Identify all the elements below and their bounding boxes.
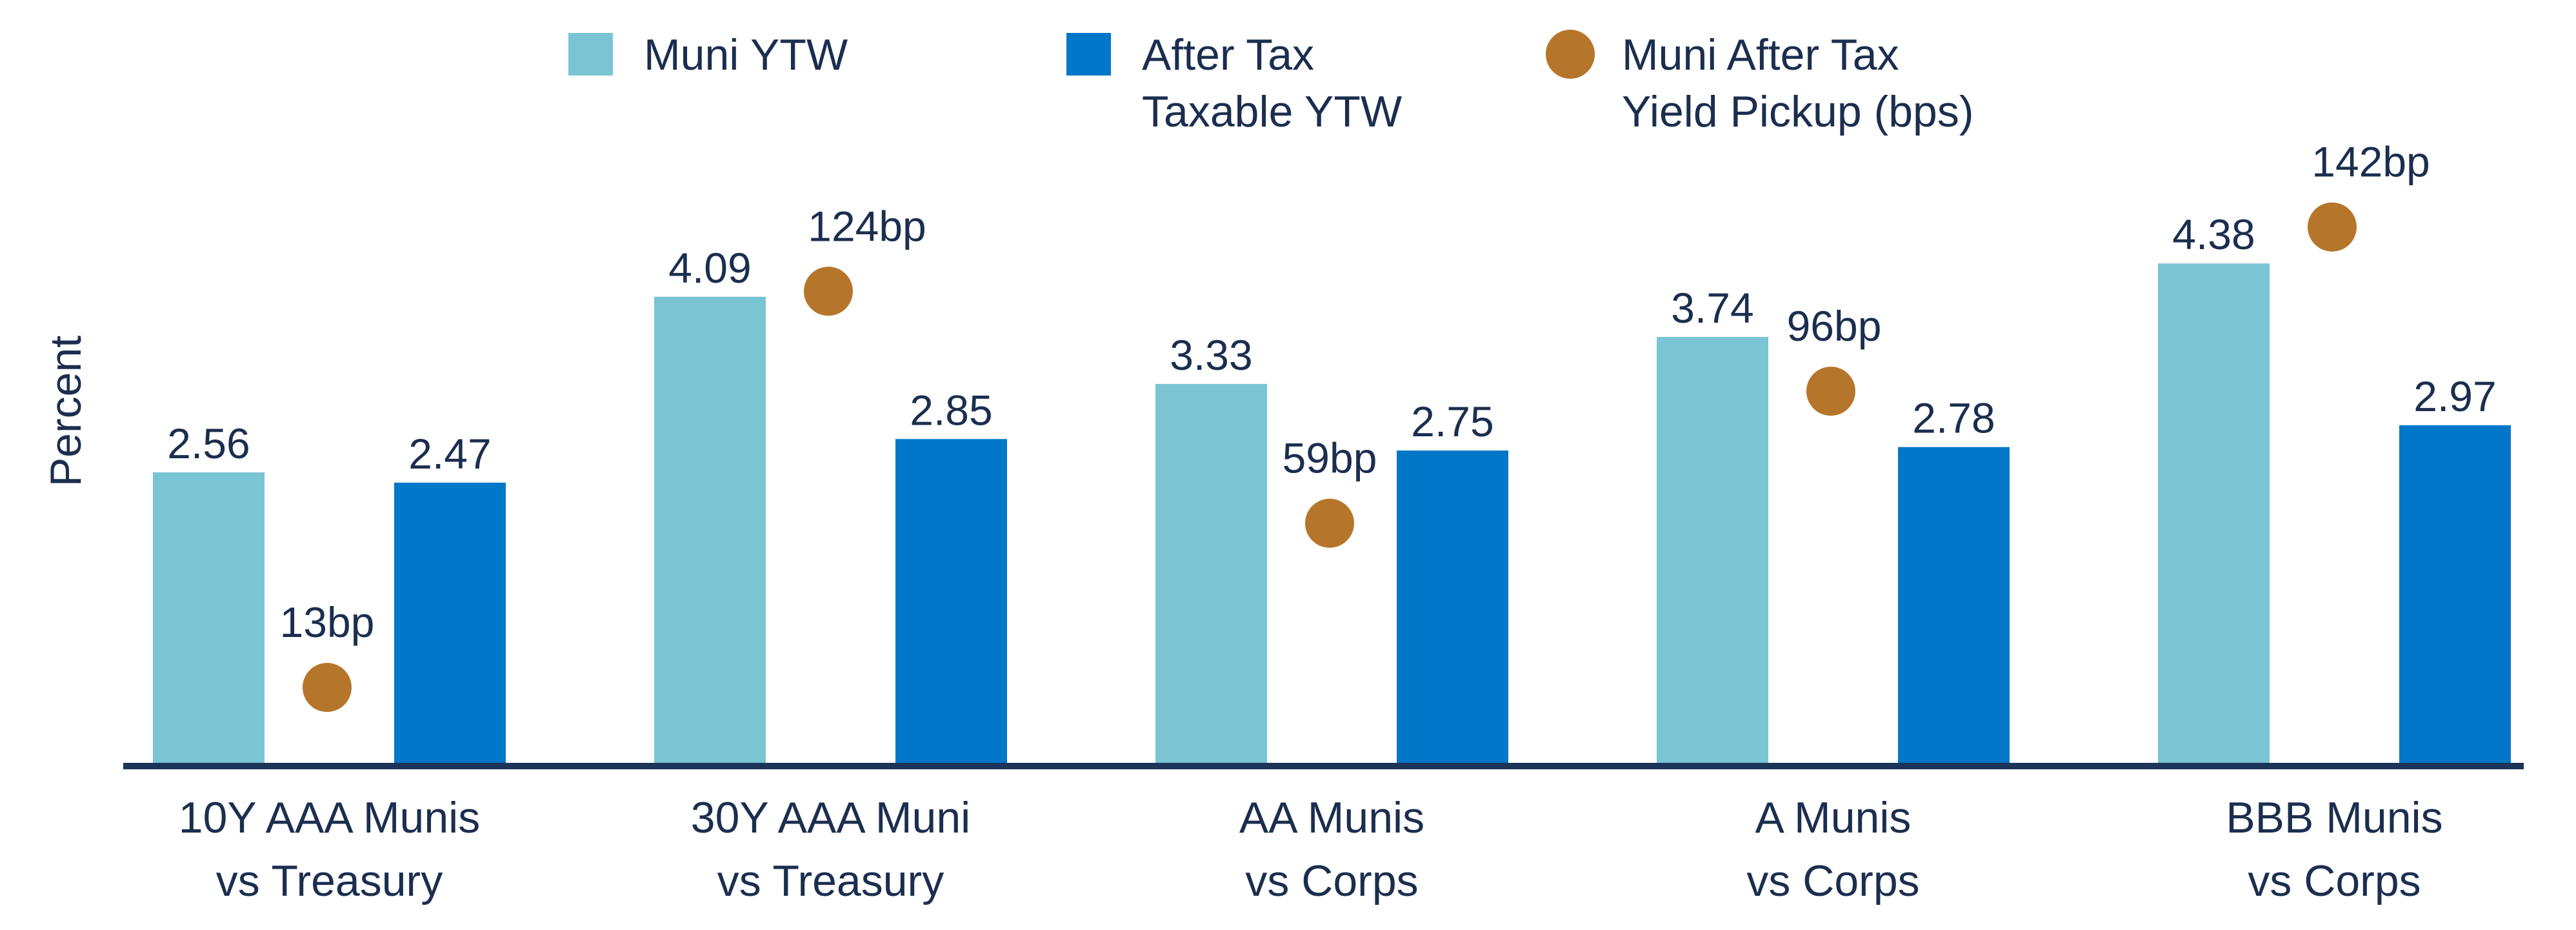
data-label-after-tax: 2.85 bbox=[910, 386, 992, 434]
data-label-muni-ytw: 3.74 bbox=[1671, 284, 1753, 332]
data-label-yield-pickup: 124bp bbox=[808, 202, 926, 250]
data-label-after-tax: 2.47 bbox=[408, 430, 491, 478]
x-axis-line bbox=[123, 763, 2524, 769]
bar-after-tax-taxable-ytw bbox=[895, 439, 1007, 766]
data-label-muni-ytw: 2.56 bbox=[167, 420, 250, 467]
data-label-yield-pickup: 59bp bbox=[1283, 434, 1377, 482]
x-tick-label: 30Y AAA Muni bbox=[691, 793, 971, 842]
bar-muni-ytw bbox=[1657, 337, 1768, 766]
data-label-yield-pickup: 96bp bbox=[1787, 302, 1882, 350]
data-label-after-tax: 2.75 bbox=[1411, 398, 1493, 445]
x-tick-label: A Munis bbox=[1755, 793, 1912, 842]
legend-swatch-pickup bbox=[1546, 30, 1595, 79]
data-label-after-tax: 2.97 bbox=[2413, 372, 2496, 420]
data-label-yield-pickup: 142bp bbox=[2311, 138, 2430, 186]
dot-yield-pickup bbox=[1305, 498, 1354, 548]
x-tick-label: 10Y AAA Munis bbox=[179, 793, 481, 842]
dot-yield-pickup bbox=[804, 267, 853, 316]
legend: Muni YTW After Tax Taxable YTW Muni Afte… bbox=[568, 30, 1974, 136]
dot-yield-pickup bbox=[303, 663, 352, 713]
legend-label-muni-ytw: Muni YTW bbox=[644, 30, 848, 79]
legend-label-pickup-2: Yield Pickup (bps) bbox=[1622, 87, 1974, 136]
legend-label-after-tax-1: After Tax bbox=[1142, 30, 1314, 79]
x-tick-label: BBB Munis bbox=[2226, 793, 2442, 842]
legend-swatch-after-tax bbox=[1066, 33, 1111, 76]
y-axis-label: Percent bbox=[41, 336, 90, 487]
x-tick-label: vs Treasury bbox=[717, 856, 944, 905]
data-label-after-tax: 2.78 bbox=[1912, 394, 1995, 442]
bar-after-tax-taxable-ytw bbox=[1898, 447, 2010, 766]
legend-swatch-muni-ytw bbox=[568, 33, 613, 76]
x-tick-label: AA Munis bbox=[1239, 793, 1424, 842]
dot-yield-pickup bbox=[2308, 202, 2357, 252]
x-tick-label: vs Corps bbox=[1245, 856, 1418, 905]
dot-yield-pickup bbox=[1806, 367, 1855, 416]
legend-label-after-tax-2: Taxable YTW bbox=[1142, 87, 1402, 136]
x-tick-label: vs Corps bbox=[2248, 856, 2421, 905]
x-tick-label: vs Treasury bbox=[216, 856, 443, 905]
bar-muni-ytw bbox=[1155, 383, 1267, 766]
bar-after-tax-taxable-ytw bbox=[394, 482, 506, 766]
data-label-muni-ytw: 4.38 bbox=[2172, 210, 2255, 258]
data-label-muni-ytw: 4.09 bbox=[668, 244, 751, 292]
data-label-muni-ytw: 3.33 bbox=[1170, 331, 1252, 379]
bar-muni-ytw bbox=[153, 472, 265, 766]
bar-after-tax-taxable-ytw bbox=[2399, 425, 2511, 766]
x-tick-label: vs Corps bbox=[1746, 856, 1919, 905]
bar-after-tax-taxable-ytw bbox=[1397, 450, 1508, 766]
bar-muni-ytw bbox=[654, 296, 766, 767]
bar-muni-ytw bbox=[2158, 263, 2270, 767]
legend-label-pickup-1: Muni After Tax bbox=[1622, 30, 1899, 79]
data-label-yield-pickup: 13bp bbox=[280, 598, 375, 646]
